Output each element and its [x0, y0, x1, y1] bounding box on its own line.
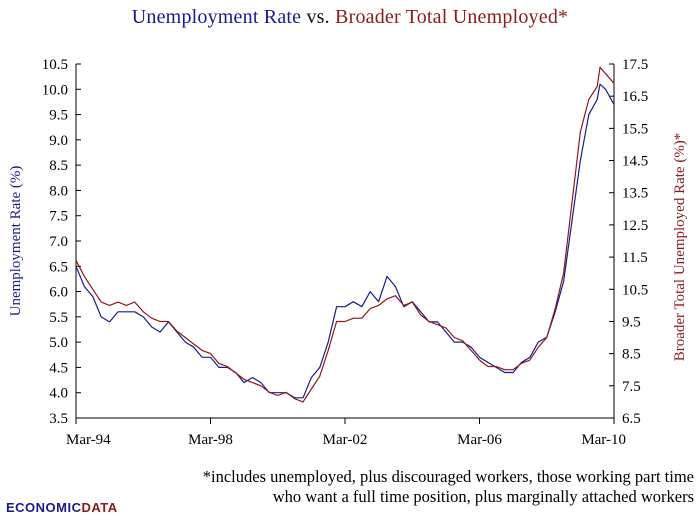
- right-tick-label: 16.5: [622, 89, 648, 105]
- footnote-line-2: who want a full time position, plus marg…: [272, 487, 694, 506]
- right-axis-title: Broader Total Unemployed Rate (%)*: [672, 133, 688, 362]
- left-tick-label: 5.0: [49, 335, 68, 351]
- left-tick-label: 3.5: [49, 411, 68, 427]
- left-tick-label: 6.5: [49, 259, 68, 275]
- left-tick-label: 4.5: [49, 360, 68, 376]
- left-tick-label: 7.5: [49, 209, 68, 225]
- x-tick-label: Mar-10: [581, 432, 626, 448]
- chart-axes: [75, 63, 615, 424]
- chart-title: Unemployment Rate vs. Broader Total Unem…: [0, 6, 700, 29]
- left-tick-label: 8.5: [49, 158, 68, 174]
- logo-text-a: ECONOMIC: [6, 500, 82, 515]
- footnote-line-1: *includes unemployed, plus discouraged w…: [202, 467, 694, 486]
- left-tick-label: 9.5: [49, 108, 68, 124]
- left-tick-label: 4.0: [49, 386, 68, 402]
- chart-tick-labels: 3.5 4.0 4.5 5.0 5.5 6.0 6.5 7.0 7.5 8.0 8.5 9.0 9.5 1…: [8, 57, 688, 448]
- right-tick-label: 13.5: [622, 186, 648, 202]
- right-tick-label: 7.5: [622, 379, 641, 395]
- right-tick-label: 11.5: [622, 250, 648, 266]
- footnote: *includes unemployed, plus discouraged w…: [134, 467, 694, 507]
- x-tick-label: Mar-98: [188, 432, 233, 448]
- left-tick-label: 10.0: [42, 82, 68, 98]
- right-tick-label: 17.5: [622, 57, 648, 73]
- chart-series-lines: [75, 66, 615, 403]
- left-tick-label: 5.5: [49, 310, 68, 326]
- right-tick-label: 15.5: [622, 121, 648, 137]
- x-tick-label: Mar-02: [323, 432, 368, 448]
- left-tick-label: 10.5: [42, 57, 68, 73]
- right-tick-label: 9.5: [622, 314, 641, 330]
- right-tick-label: 12.5: [622, 218, 648, 234]
- broader-unemployed-line: [75, 66, 615, 403]
- unemployment-rate-line: [75, 83, 615, 399]
- title-unemployment-rate: Unemployment Rate: [131, 6, 302, 28]
- title-broader-unemployed: Broader Total Unemployed*: [335, 6, 569, 28]
- econompicdata-logo: ECONOMICDATA: [6, 500, 118, 515]
- left-tick-label: 7.0: [49, 234, 68, 250]
- logo-text-b: DATA: [81, 500, 118, 515]
- right-tick-label: 14.5: [622, 154, 648, 170]
- right-tick-label: 10.5: [622, 282, 648, 298]
- x-tick-label: Mar-94: [66, 432, 111, 448]
- left-axis-title: Unemployment Rate (%): [8, 166, 24, 317]
- title-versus: vs.: [301, 6, 336, 28]
- left-tick-label: 8.0: [49, 183, 68, 199]
- left-tick-label: 6.0: [49, 285, 68, 301]
- x-tick-label: Mar-06: [457, 432, 502, 448]
- left-tick-label: 9.0: [49, 133, 68, 149]
- right-tick-label: 8.5: [622, 347, 641, 363]
- right-tick-label: 6.5: [622, 411, 641, 427]
